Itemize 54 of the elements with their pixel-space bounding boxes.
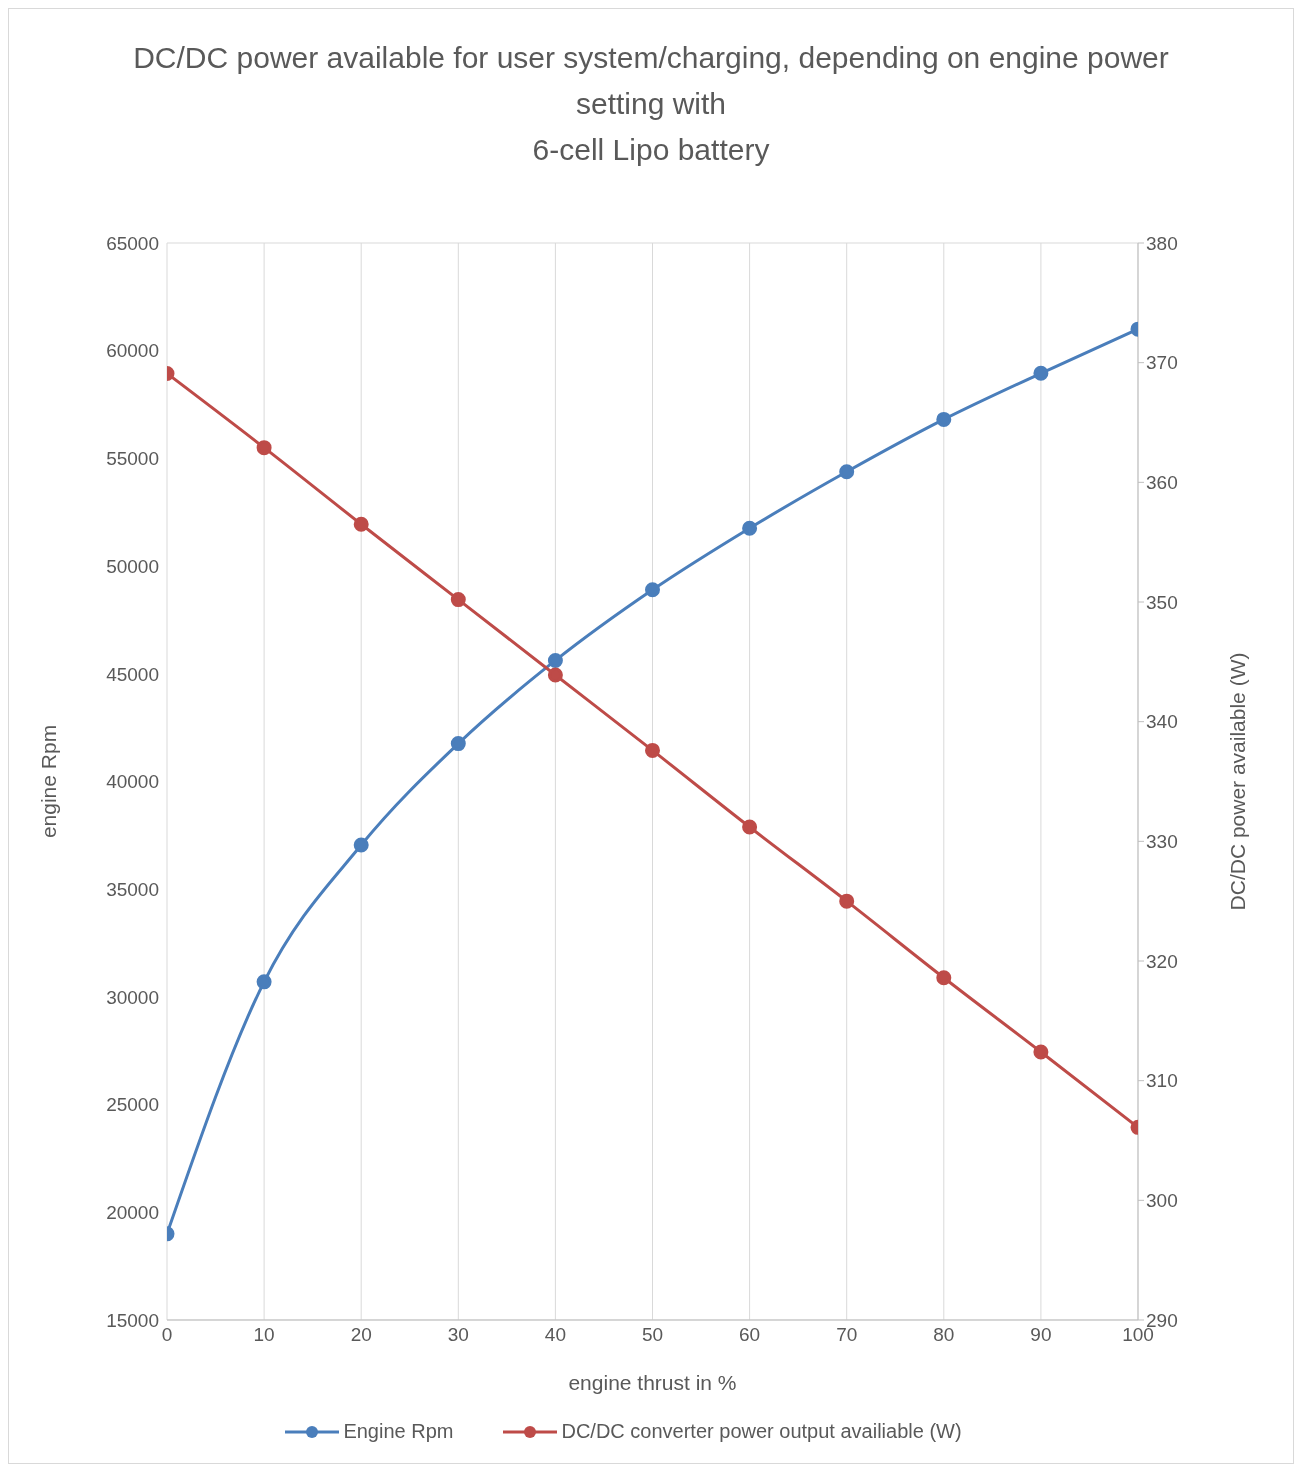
y2-tick-label: 300 [1146, 1190, 1178, 1212]
y2-tick-label: 370 [1146, 352, 1178, 374]
point [547, 667, 563, 683]
x-tick-label: 10 [253, 1324, 275, 1346]
y2-axis-title: DC/DC power available (W) [1226, 652, 1250, 911]
x-tick-label: 40 [544, 1324, 566, 1346]
point [450, 592, 466, 608]
y2-tick-label: 350 [1146, 591, 1178, 613]
x-axis-title: engine thrust in % [568, 1371, 737, 1394]
legend-label: Engine Rpm [343, 1420, 454, 1443]
y2-tick-label: 380 [1146, 232, 1178, 254]
x-tick-label: 20 [350, 1324, 372, 1346]
y-tick-label: 30000 [106, 986, 159, 1008]
y-tick-label: 45000 [106, 663, 159, 685]
y-tick-label: 35000 [106, 878, 159, 900]
point [256, 440, 272, 456]
y-tick-label: 15000 [106, 1309, 159, 1331]
x-tick-label: 30 [447, 1324, 469, 1346]
point [353, 516, 369, 532]
point [1033, 365, 1049, 381]
y-axis-title: engine Rpm [37, 724, 61, 839]
y2-tick-label: 310 [1146, 1070, 1178, 1092]
y-tick-label: 40000 [106, 771, 159, 793]
x-tick-label: 70 [836, 1324, 858, 1346]
y2-tick-label: 320 [1146, 950, 1178, 972]
point [742, 819, 758, 835]
point [547, 652, 563, 668]
y-tick-label: 50000 [106, 555, 159, 577]
y-tick-label: 65000 [106, 232, 159, 254]
y2-tick-label: 330 [1146, 831, 1178, 853]
y2-tick-label: 360 [1146, 472, 1178, 494]
y-tick-label: 55000 [106, 448, 159, 470]
x-tick-label: 80 [933, 1324, 955, 1346]
x-tick-label: 90 [1030, 1324, 1052, 1346]
point [839, 464, 855, 480]
legend-label: DC/DC converter power output availiable (W) [561, 1420, 962, 1443]
x-tick-label: 0 [161, 1324, 173, 1346]
y-tick-label: 60000 [106, 340, 159, 362]
chart-title: DC/DC power available for user system/charging, depending on engine power setting with 6-cell Lipo battery [132, 40, 1170, 168]
y2-tick-label: 340 [1146, 711, 1178, 733]
point [742, 520, 758, 536]
y-tick-label: 25000 [106, 1094, 159, 1116]
y-tick-label: 20000 [106, 1202, 159, 1224]
point [839, 893, 855, 909]
x-tick-label: 50 [641, 1324, 664, 1346]
point [645, 582, 660, 598]
point [1033, 1044, 1049, 1060]
point [936, 970, 952, 986]
point [353, 837, 369, 853]
point [256, 974, 272, 990]
point [936, 411, 952, 427]
point [645, 742, 660, 758]
x-tick-label: 60 [739, 1324, 761, 1346]
point [450, 736, 466, 752]
